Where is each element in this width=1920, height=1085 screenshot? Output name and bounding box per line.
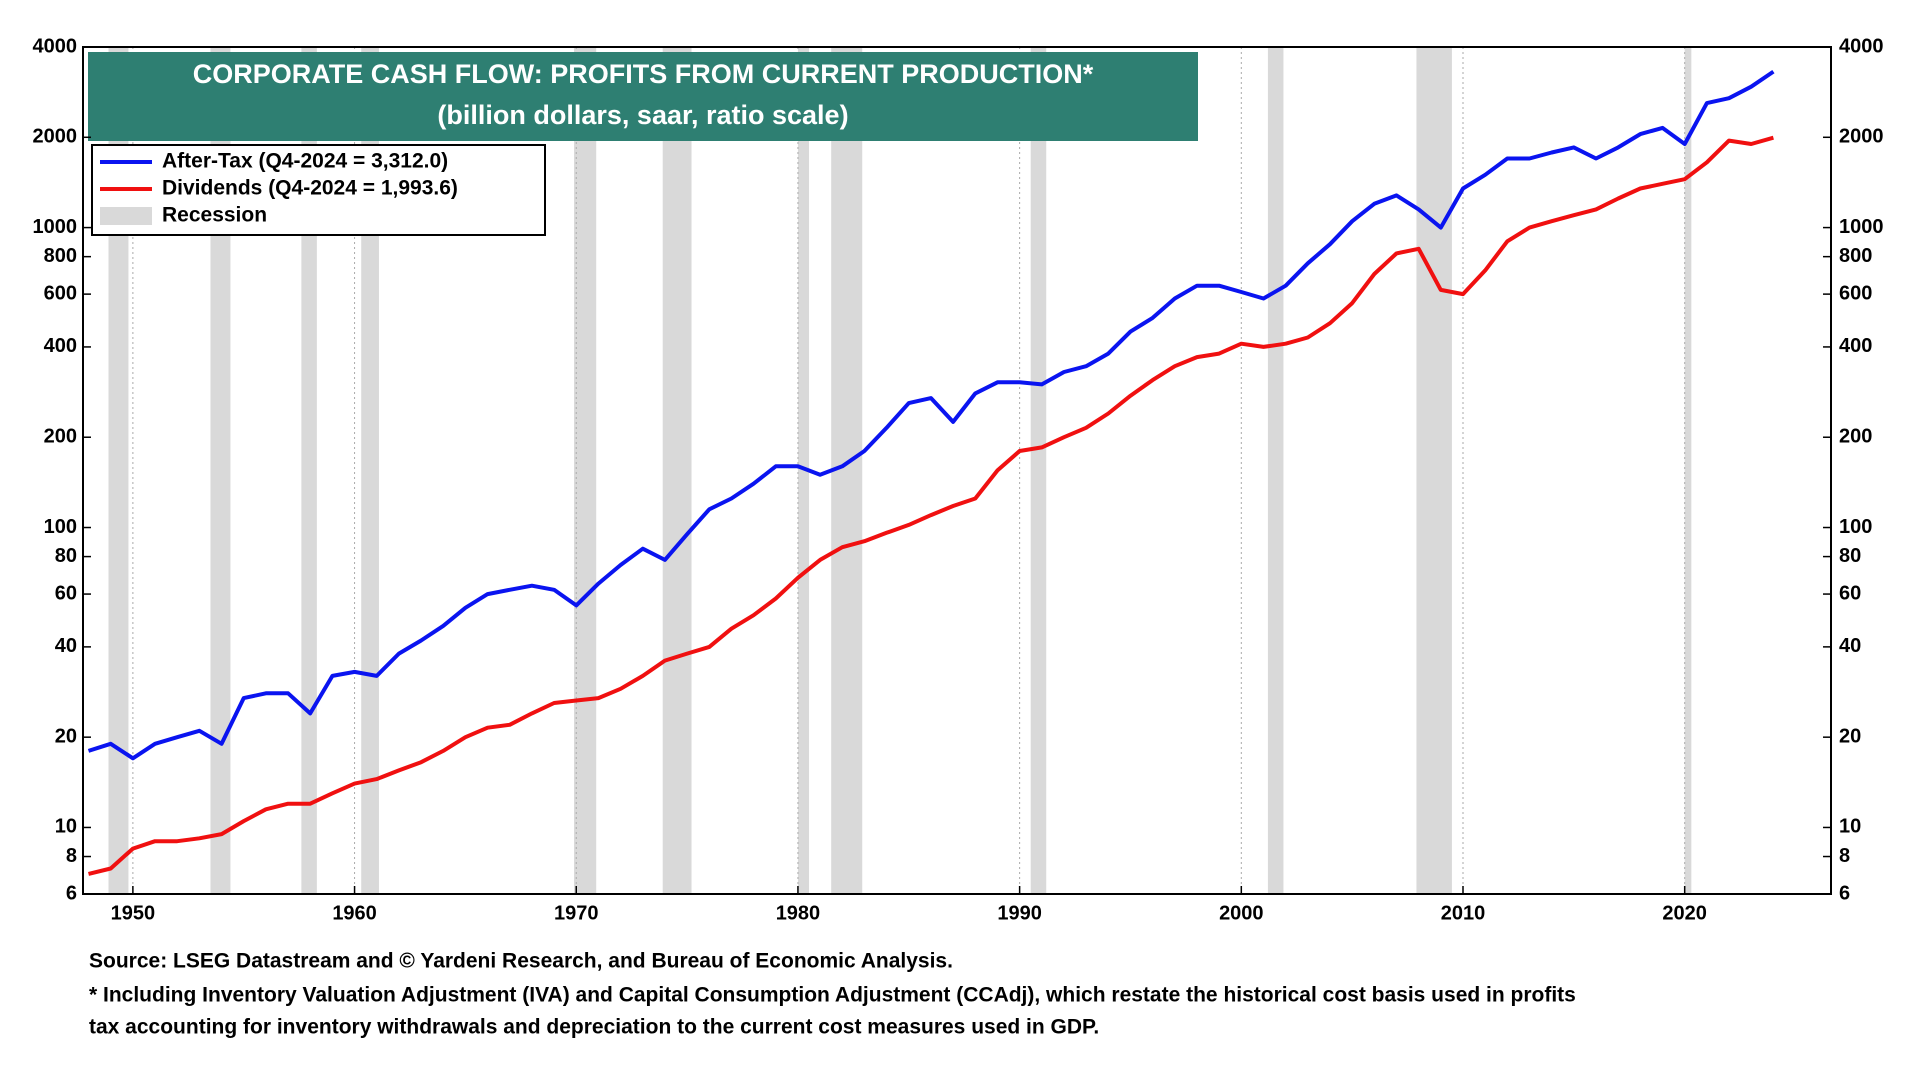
x-tick-label: 1990 xyxy=(997,902,1042,924)
x-tick-label: 1970 xyxy=(554,902,599,924)
legend: After-Tax (Q4-2024 = 3,312.0) Dividends (… xyxy=(91,144,546,236)
y-tick-label: 60 xyxy=(1839,582,1861,604)
y-tick-label: 4000 xyxy=(1839,35,1884,57)
recession-band xyxy=(108,47,129,894)
x-tick-label: 2010 xyxy=(1441,902,1486,924)
recession-band xyxy=(210,47,231,894)
y-tick-label: 200 xyxy=(1839,426,1872,448)
y-tick-label: 8 xyxy=(1839,845,1850,867)
y-tick-label: 80 xyxy=(55,545,77,567)
lines xyxy=(87,69,1775,876)
plot-frame xyxy=(82,46,1832,895)
source-note: Source: LSEG Datastream and © Yardeni Re… xyxy=(89,950,953,973)
x-tick-label: 1950 xyxy=(111,902,156,924)
y-tick-label: 1000 xyxy=(33,216,78,238)
y-tick-label: 600 xyxy=(1839,282,1872,304)
y-tick-label: 100 xyxy=(1839,516,1872,538)
footnote: tax accounting for inventory withdrawals… xyxy=(89,1016,1099,1039)
y-tick-label: 6 xyxy=(66,882,77,904)
y-tick-label: 400 xyxy=(1839,335,1872,357)
x-tick-label: 2020 xyxy=(1662,902,1707,924)
y-tick-label: 20 xyxy=(55,725,77,747)
recession-band xyxy=(1267,47,1284,894)
y-tick-label: 100 xyxy=(44,516,77,538)
y-tick-label: 40 xyxy=(55,635,77,657)
footnote: * Including Inventory Valuation Adjustme… xyxy=(89,984,1576,1007)
legend-swatch xyxy=(100,207,152,225)
legend-box xyxy=(91,144,546,236)
y-tick-label: 200 xyxy=(44,426,77,448)
x-tick-label: 1960 xyxy=(332,902,377,924)
y-tick-label: 800 xyxy=(1839,245,1872,267)
chart-subtitle: (billion dollars, saar, ratio scale) xyxy=(437,100,848,130)
recession-band xyxy=(662,47,692,894)
recession-bands xyxy=(108,47,1692,894)
y-tick-label: 6 xyxy=(1839,882,1850,904)
chart-title: CORPORATE CASH FLOW: PROFITS FROM CURREN… xyxy=(193,59,1094,89)
recession-band xyxy=(1030,47,1047,894)
x-tick-label: 1980 xyxy=(776,902,821,924)
y-tick-label: 20 xyxy=(1839,725,1861,747)
y-tick-label: 10 xyxy=(55,816,77,838)
y-tick-label: 40 xyxy=(1839,635,1861,657)
y-tick-label: 2000 xyxy=(1839,126,1884,148)
y-tick-label: 1000 xyxy=(1839,216,1884,238)
recession-band xyxy=(1416,47,1452,894)
recession-band xyxy=(574,47,597,894)
y-tick-label: 600 xyxy=(44,282,77,304)
x-tick-label: 2000 xyxy=(1219,902,1264,924)
y-tick-label: 4000 xyxy=(33,35,78,57)
y-tick-label: 80 xyxy=(1839,545,1861,567)
legend-label: After-Tax (Q4-2024 = 3,312.0) xyxy=(162,150,448,173)
legend-label: Recession xyxy=(162,204,267,227)
y-tick-label: 800 xyxy=(44,245,77,267)
recession-band xyxy=(301,47,317,894)
y-tick-label: 400 xyxy=(44,335,77,357)
series-line xyxy=(88,135,1774,876)
series-line xyxy=(87,69,1775,761)
y-tick-label: 60 xyxy=(55,582,77,604)
y-tick-label: 10 xyxy=(1839,816,1861,838)
legend-label: Dividends (Q4-2024 = 1,993.6) xyxy=(162,177,458,200)
recession-band xyxy=(1684,47,1692,894)
recession-band xyxy=(361,47,379,894)
title-box xyxy=(88,52,1198,141)
y-tick-label: 2000 xyxy=(33,126,78,148)
y-tick-label: 8 xyxy=(66,845,77,867)
